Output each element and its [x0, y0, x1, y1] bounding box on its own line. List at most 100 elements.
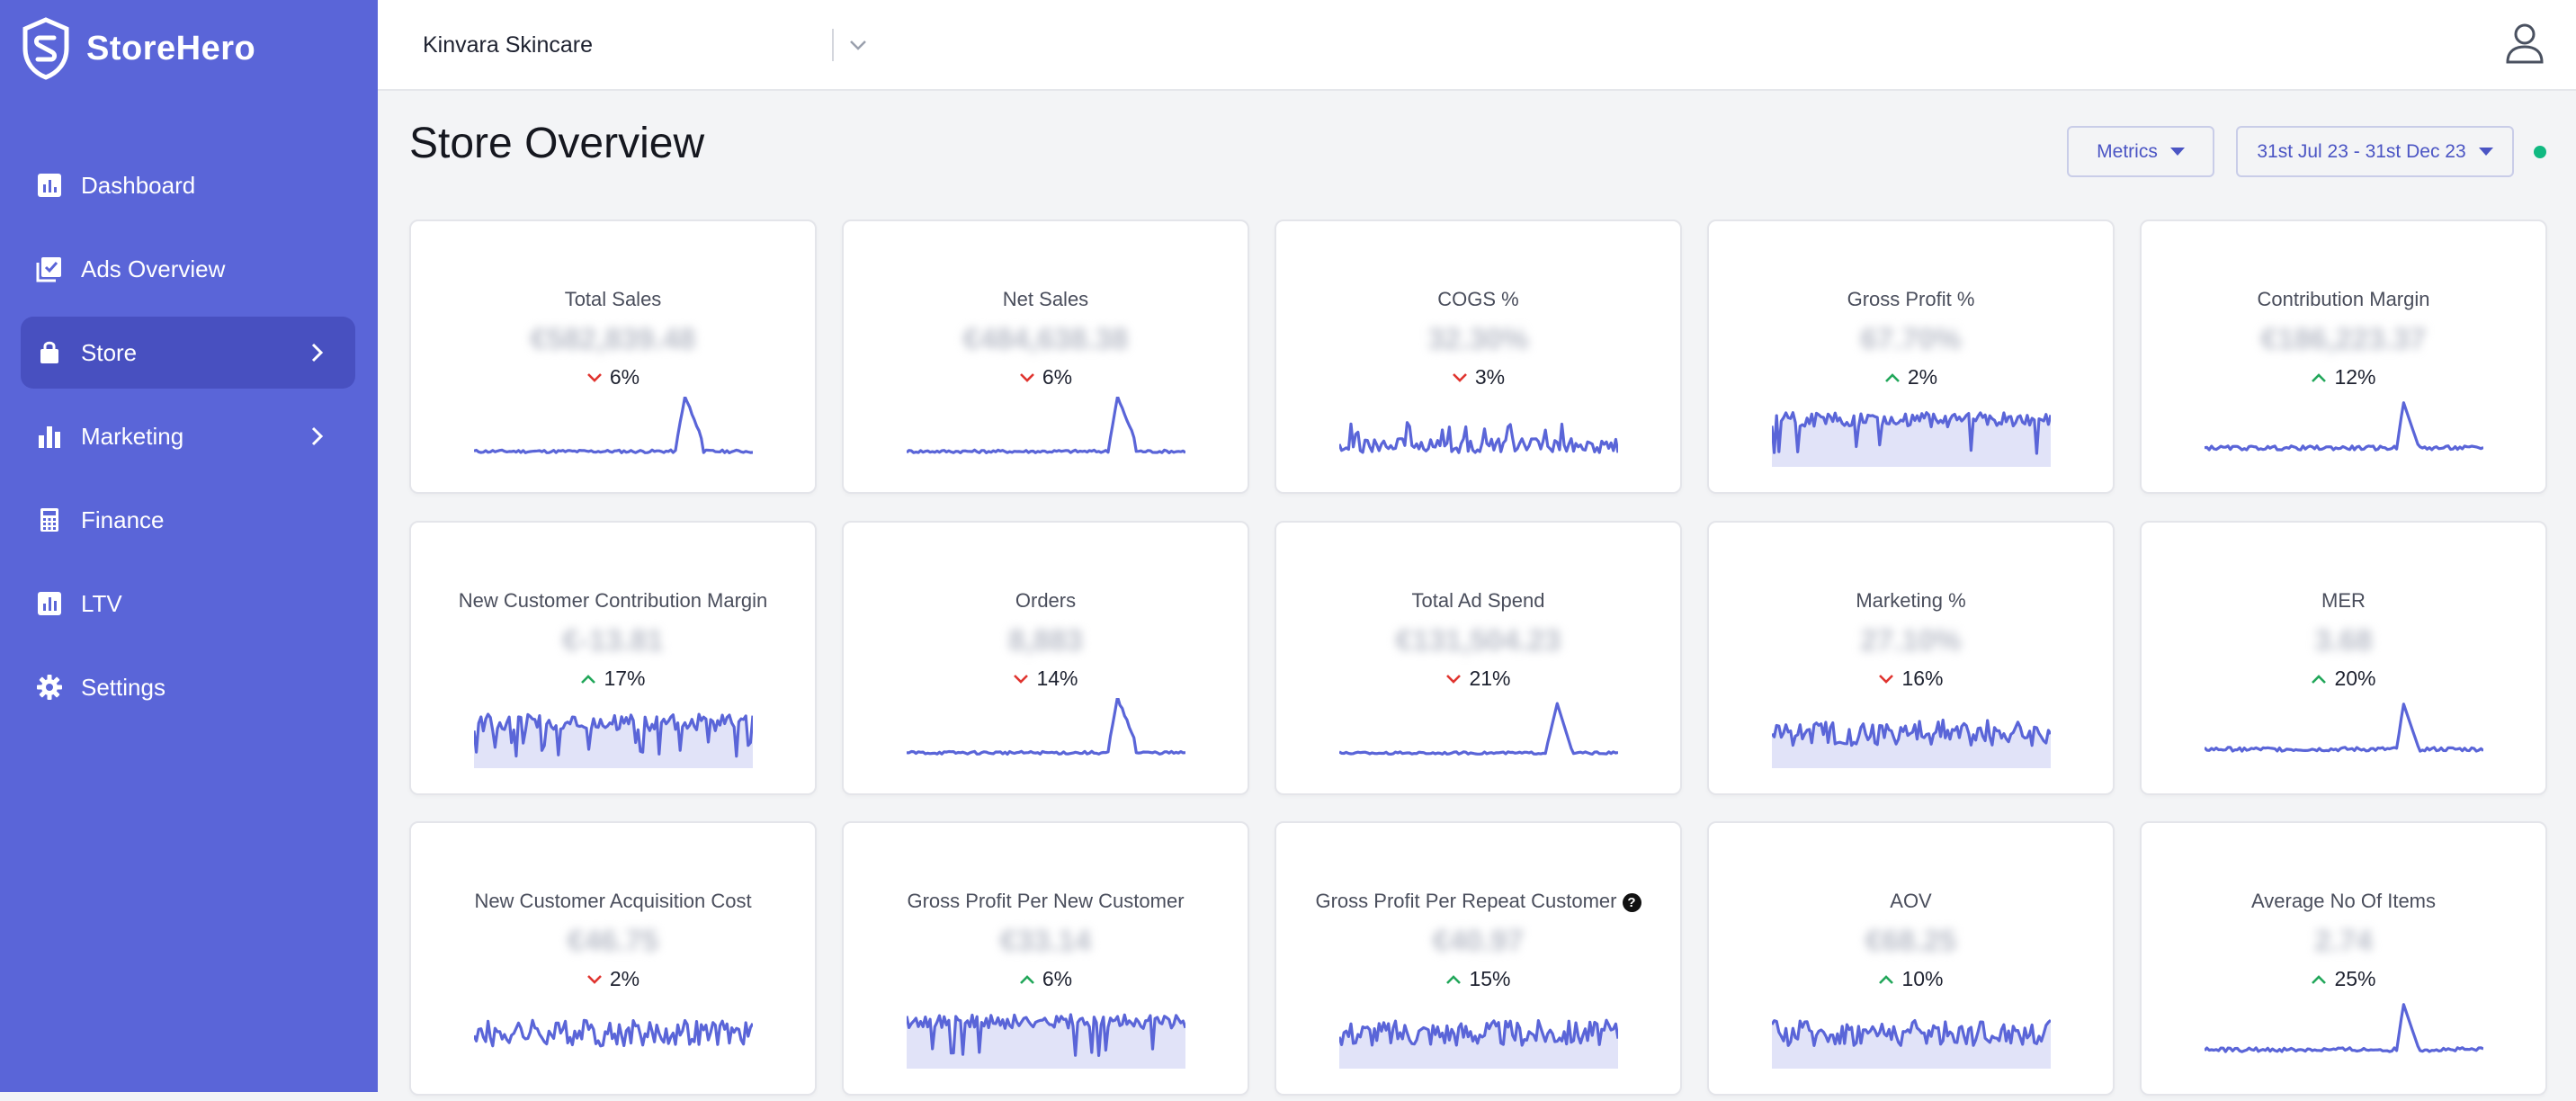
chevron-right-icon — [311, 343, 324, 363]
metric-card[interactable]: Average No Of Items 2.74 25% — [2140, 821, 2547, 1096]
metric-value: €582,839.48 — [530, 322, 696, 355]
sidebar-item-label: LTV — [81, 589, 122, 617]
user-icon[interactable] — [2504, 22, 2545, 65]
metric-change: 20% — [2142, 667, 2545, 691]
metric-card[interactable]: Gross Profit % 67.70% 2% — [1707, 219, 2115, 494]
metric-title: New Customer Acquisition Cost — [411, 890, 815, 913]
metric-title: MER — [2142, 589, 2545, 613]
chevron-right-icon — [311, 426, 324, 446]
metric-change: 14% — [844, 667, 1248, 691]
metric-title-text: Total Sales — [564, 288, 662, 310]
help-icon[interactable]: ? — [1622, 892, 1641, 912]
metric-cards-grid: Total Sales €582,839.48 6% Net Sales €484,63… — [409, 219, 2550, 1101]
metric-change-value: 3% — [1474, 365, 1506, 389]
sidebar-item-settings[interactable]: Settings — [21, 651, 355, 723]
sidebar-item-ads-overview[interactable]: Ads Overview — [21, 233, 355, 305]
sparkline — [907, 397, 1185, 454]
metric-card[interactable]: COGS % 32.30% 3% — [1275, 219, 1682, 494]
metric-change-value: 6% — [1042, 967, 1073, 990]
date-range-button[interactable]: 31st Jul 23 - 31st Dec 23 — [2236, 126, 2514, 177]
metric-card[interactable]: Orders 8,883 14% — [842, 521, 1249, 795]
sparkline-line — [1339, 1018, 1618, 1047]
metric-card[interactable]: Contribution Margin €186,223.37 12% — [2140, 219, 2547, 494]
chevron-down-icon — [1446, 674, 1462, 684]
sidebar: StoreHero Dashboard Ads Overview Store M… — [0, 0, 378, 1092]
sparkline — [907, 1013, 1185, 1069]
metric-title-text: Average No Of Items — [2250, 890, 2436, 912]
metric-value: 3.68 — [2314, 623, 2373, 657]
metric-value: 32.30% — [1427, 322, 1529, 355]
metric-title-text: Gross Profit Per New Customer — [907, 890, 1185, 912]
sparkline-area — [1772, 412, 2051, 467]
chevron-down-icon[interactable] — [846, 38, 870, 52]
metric-title-text: COGS % — [1437, 288, 1519, 310]
chevron-up-icon — [1884, 372, 1900, 382]
shield-logo-icon — [22, 17, 69, 80]
sparkline-line — [1339, 702, 1618, 756]
metric-change-value: 6% — [609, 365, 640, 389]
sparkline-line — [474, 1018, 753, 1048]
sparkline-area — [1339, 1020, 1618, 1069]
sparkline-line — [474, 397, 753, 454]
sparkline — [2205, 1003, 2483, 1053]
metric-title-text: MER — [2321, 589, 2366, 612]
metric-change-value: 6% — [1042, 365, 1073, 389]
metric-card[interactable]: Total Sales €582,839.48 6% — [409, 219, 817, 494]
metric-title-text: Contribution Margin — [2257, 288, 2430, 310]
metric-title: New Customer Contribution Margin — [411, 589, 815, 613]
sparkline-line — [1772, 411, 2051, 455]
metric-card[interactable]: MER 3.68 20% — [2140, 521, 2547, 795]
brand[interactable]: StoreHero — [20, 16, 255, 81]
metric-change: 12% — [2142, 365, 2545, 389]
sparkline-line — [907, 1013, 1185, 1057]
sidebar-item-label: Ads Overview — [81, 255, 226, 282]
metric-value: €33.14 — [1000, 924, 1091, 957]
metric-value: 8,883 — [1008, 623, 1083, 657]
sidebar-item-store[interactable]: Store — [21, 317, 355, 389]
sidebar-item-ltv[interactable]: LTV — [21, 568, 355, 640]
metric-title-text: New Customer Acquisition Cost — [474, 890, 752, 912]
metric-title-text: Net Sales — [1002, 288, 1089, 310]
metric-title-text: Orders — [1015, 589, 1077, 612]
sparkline-line — [907, 698, 1185, 756]
page-title: Store Overview — [409, 120, 705, 167]
live-status-dot — [2534, 146, 2546, 158]
sparkline — [474, 397, 753, 454]
gear-icon — [37, 675, 62, 700]
metric-card[interactable]: Marketing % 27.10% 16% — [1707, 521, 2115, 795]
sidebar-item-marketing[interactable]: Marketing — [21, 400, 355, 472]
sidebar-item-label: Store — [81, 338, 138, 366]
metric-change: 10% — [1709, 967, 2113, 991]
metric-change-value: 10% — [1901, 967, 1944, 990]
metric-change: 2% — [411, 967, 815, 991]
chevron-down-icon — [1879, 674, 1894, 684]
metric-card[interactable]: Net Sales €484,638.38 6% — [842, 219, 1249, 494]
metric-card[interactable]: Total Ad Spend €131,504.23 21% — [1275, 521, 1682, 795]
chevron-down-icon — [1019, 372, 1034, 382]
sidebar-item-dashboard[interactable]: Dashboard — [21, 149, 355, 221]
metric-change-value: 20% — [2334, 667, 2376, 690]
sidebar-item-label: Finance — [81, 506, 165, 533]
sidebar-item-label: Marketing — [81, 422, 184, 450]
metric-title-text: Marketing % — [1856, 589, 1966, 612]
chevron-up-icon — [2312, 372, 2327, 382]
metric-card[interactable]: Gross Profit Per Repeat Customer? €40.97 1… — [1275, 821, 1682, 1096]
metrics-button[interactable]: Metrics — [2067, 126, 2214, 177]
chevron-up-icon — [1446, 974, 1462, 984]
store-select[interactable]: Kinvara Skincare — [423, 0, 1250, 90]
metric-card[interactable]: New Customer Acquisition Cost €46.75 2% — [409, 821, 817, 1096]
metric-change-value: 25% — [2334, 967, 2376, 990]
chevron-down-icon — [1014, 674, 1029, 684]
metric-title-text: New Customer Contribution Margin — [458, 589, 768, 612]
sparkline — [1772, 1019, 2051, 1069]
metric-card[interactable]: AOV €68.25 10% — [1707, 821, 2115, 1096]
sparkline — [1339, 1018, 1618, 1069]
metric-card[interactable]: Gross Profit Per New Customer €33.14 6% — [842, 821, 1249, 1096]
metric-card[interactable]: New Customer Contribution Margin €-13.81 1… — [409, 521, 817, 795]
bag-icon — [40, 341, 58, 363]
sidebar-item-finance[interactable]: Finance — [21, 484, 355, 556]
bar-chart-icon — [38, 174, 61, 197]
chart-box-icon — [38, 592, 61, 615]
sparkline-line — [2205, 1003, 2483, 1053]
metric-change-value: 12% — [2334, 365, 2376, 389]
